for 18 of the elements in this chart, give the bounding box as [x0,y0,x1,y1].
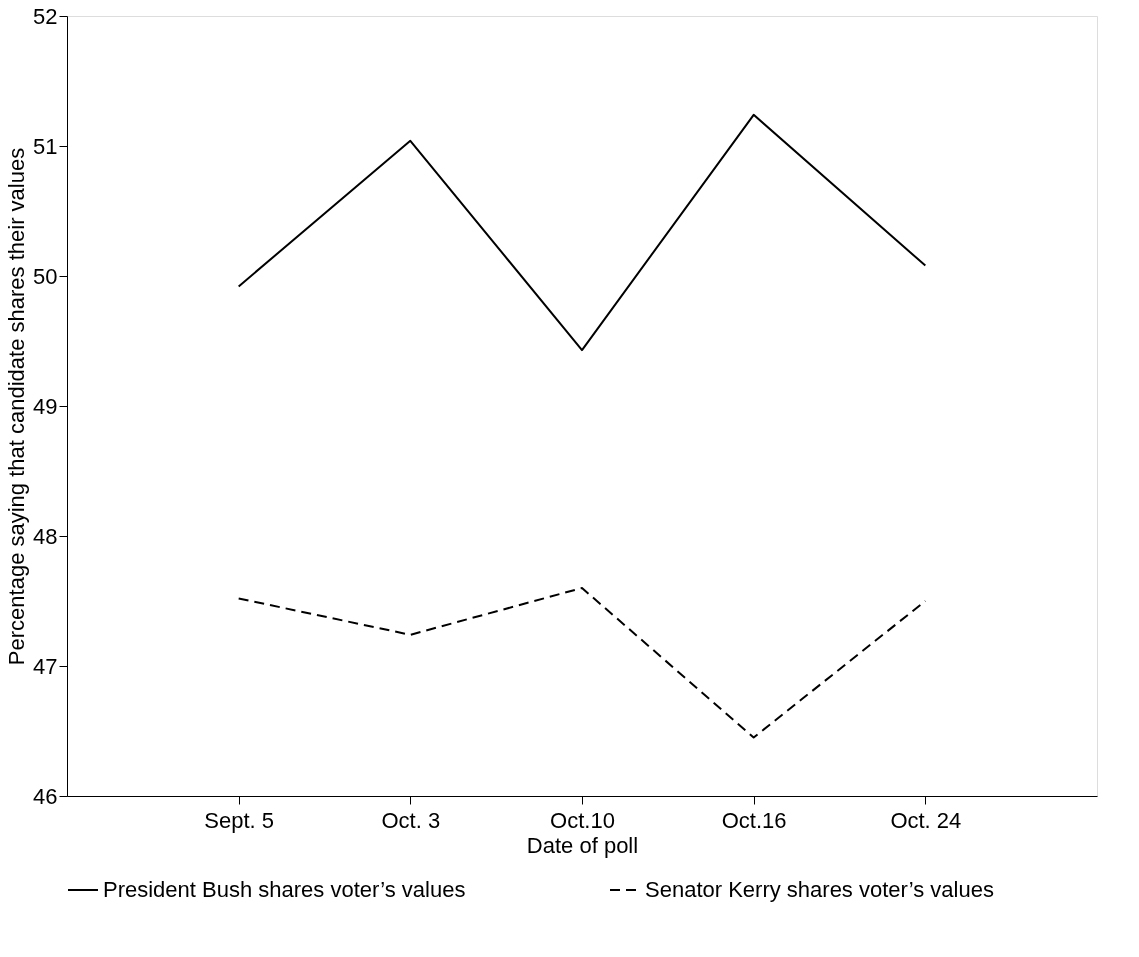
y-tick-label: 50 [33,263,58,289]
x-tick-label: Oct. 3 [381,807,441,833]
x-tick-label: Oct. 24 [890,807,962,833]
x-tick-label: Oct.16 [721,807,787,833]
y-tick-label: 51 [33,133,58,159]
x-tick-label: Oct.10 [550,807,615,833]
line-series [237,113,927,352]
y-tick-label: 46 [33,783,58,809]
line-series [237,587,927,739]
y-tick-label: 48 [33,523,58,549]
legend-label: President Bush shares voter’s values [103,877,466,902]
y-tick-label: 52 [33,3,58,29]
legend-label: Senator Kerry shares voter’s values [645,877,994,902]
y-axis-title: Percentage saying that candidate shares their values [4,147,30,666]
x-tick-label: Sept. 5 [204,807,275,833]
y-tick-label: 47 [33,653,58,679]
x-axis-title: Date of poll [526,832,639,858]
y-tick-label: 49 [33,393,58,419]
